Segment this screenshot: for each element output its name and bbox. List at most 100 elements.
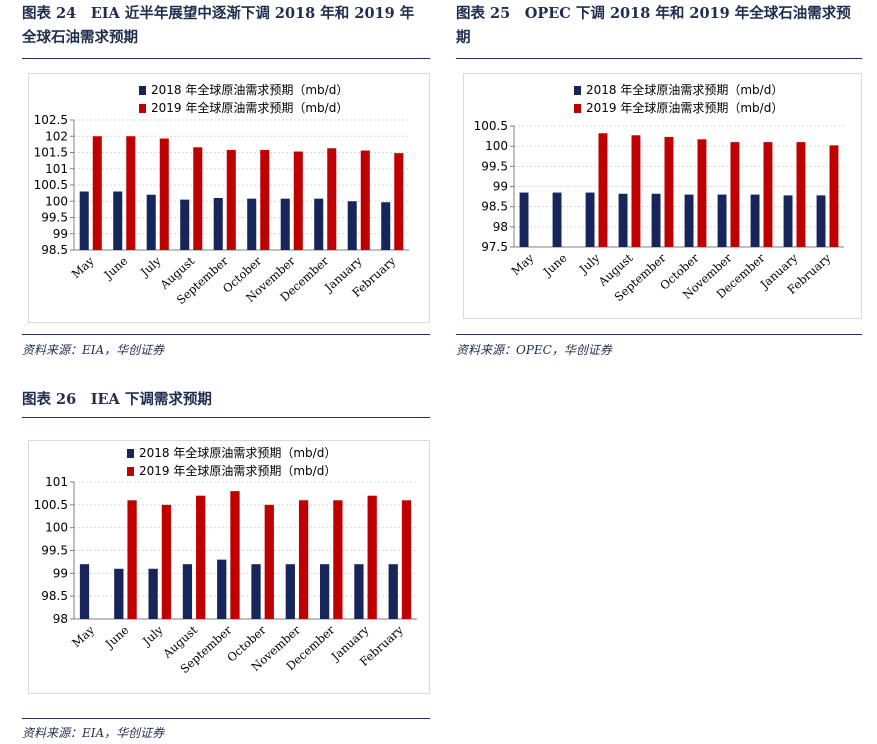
bar-2018-august xyxy=(618,193,628,247)
bar-2018-january xyxy=(354,564,364,619)
figure-26-source: 资料来源：EIA，华创证券 xyxy=(22,726,165,740)
legend-label-0: 2018 年全球原油需求预期（mb/d） xyxy=(139,445,336,460)
bar-2019-august xyxy=(631,135,641,247)
bar-2018-september xyxy=(213,198,223,250)
bar-2019-july xyxy=(161,504,172,619)
bar-2018-october xyxy=(684,194,694,247)
bar-2019-february xyxy=(401,500,412,619)
bar-2018-january xyxy=(783,195,793,247)
bar-2018-october xyxy=(251,564,261,619)
legend-swatch-1 xyxy=(574,104,581,113)
y-tick-label: 99 xyxy=(493,180,508,194)
bar-2018-july xyxy=(146,194,156,250)
figure-24-title: 图表 24 EIA 近半年展望中逐渐下调 2018 年和 2019 年 全球石油… xyxy=(22,2,442,50)
x-tick-label-may: May xyxy=(69,253,97,281)
y-tick-label: 99 xyxy=(53,566,68,580)
figure-24-top-rule xyxy=(22,58,430,59)
bar-2019-october xyxy=(264,504,274,619)
bar-2019-january xyxy=(367,495,377,619)
chart-opec-box: 2018 年全球原油需求预期（mb/d） 2019 年全球原油需求预期（mb/d）… xyxy=(463,73,862,319)
x-tick-label-july: July xyxy=(139,622,166,648)
y-tick-label: 101 xyxy=(45,475,68,489)
bar-2018-november xyxy=(280,198,290,250)
bar-2018-february xyxy=(816,195,826,247)
y-tick-label: 98.5 xyxy=(41,243,68,257)
bar-2019-october xyxy=(697,139,707,247)
y-tick-label: 102.5 xyxy=(34,113,68,127)
y-tick-label: 100.5 xyxy=(34,178,68,192)
y-tick-label: 100.5 xyxy=(34,498,68,512)
y-tick-label: 100 xyxy=(485,139,508,153)
bar-2018-january xyxy=(347,201,357,250)
y-tick-label: 98.5 xyxy=(481,200,508,214)
bar-2018-october xyxy=(247,198,257,250)
bar-2018-february xyxy=(381,202,391,250)
bar-2019-october xyxy=(260,149,270,250)
bar-2019-november xyxy=(298,500,309,619)
figure-25-bottom-rule xyxy=(456,334,862,335)
y-tick-label: 99.5 xyxy=(481,159,508,173)
bar-2018-september xyxy=(651,193,661,247)
legend-swatch-1 xyxy=(139,104,146,113)
y-tick-label: 97.5 xyxy=(481,240,508,254)
y-tick-label: 102 xyxy=(45,129,68,143)
chart-iea: 2018 年全球原油需求预期（mb/d） 2019 年全球原油需求预期（mb/d）… xyxy=(34,445,417,676)
bar-2019-august xyxy=(193,147,203,250)
x-tick-label-may: May xyxy=(69,622,97,650)
x-tick-label-june: June xyxy=(540,251,570,280)
chart-opec: 2018 年全球原油需求预期（mb/d） 2019 年全球原油需求预期（mb/d）… xyxy=(474,82,844,304)
figure-25-source: 资料来源：OPEC，华创证券 xyxy=(456,343,612,357)
legend-label-1: 2019 年全球原油需求预期（mb/d） xyxy=(586,100,783,115)
bar-2018-may xyxy=(519,192,529,247)
y-tick-label: 99 xyxy=(53,227,68,241)
legend-swatch-0 xyxy=(127,449,134,458)
bar-2018-august xyxy=(182,564,193,619)
chart-eia: 2018 年全球原油需求预期（mb/d） 2019 年全球原油需求预期（mb/d）… xyxy=(34,82,409,307)
y-tick-label: 100.5 xyxy=(474,119,508,133)
y-tick-label: 98 xyxy=(53,612,68,626)
x-tick-label-july: July xyxy=(576,250,603,276)
legend-swatch-0 xyxy=(139,86,146,95)
figure-26-title-line1: 图表 26 IEA 下调需求预期 xyxy=(22,391,212,408)
bar-2019-january xyxy=(360,150,370,250)
bar-2018-december xyxy=(314,198,324,250)
bar-2018-july xyxy=(585,192,595,247)
y-tick-label: 98.5 xyxy=(41,589,68,603)
chart-iea-box: 2018 年全球原油需求预期（mb/d） 2019 年全球原油需求预期（mb/d）… xyxy=(28,440,430,694)
legend-swatch-1 xyxy=(127,467,134,476)
y-tick-label: 101.5 xyxy=(34,146,68,160)
bar-2018-september xyxy=(217,559,227,619)
figure-25-title: 图表 25 OPEC 下调 2018 年和 2019 年全球石油需求预 期 xyxy=(456,2,866,50)
y-tick-label: 100 xyxy=(45,194,68,208)
legend-label-0: 2018 年全球原油需求预期（mb/d） xyxy=(586,82,783,97)
bar-2019-august xyxy=(196,495,206,619)
figure-26-title: 图表 26 IEA 下调需求预期 xyxy=(22,388,442,412)
figure-24-title-line1: 图表 24 EIA 近半年展望中逐渐下调 2018 年和 2019 年 xyxy=(22,5,415,22)
bar-2018-november xyxy=(285,564,295,619)
legend-label-1: 2019 年全球原油需求预期（mb/d） xyxy=(151,100,348,115)
bar-2018-july xyxy=(148,568,158,619)
bar-2019-november xyxy=(730,142,740,247)
bar-2018-june xyxy=(114,568,124,619)
bar-2018-august xyxy=(180,199,190,250)
bar-2018-december xyxy=(319,564,330,619)
bar-2018-december xyxy=(750,194,760,247)
y-tick-label: 98 xyxy=(493,220,508,234)
y-tick-label: 99.5 xyxy=(41,544,68,558)
bar-2019-june xyxy=(126,136,136,250)
figure-26-bottom-rule xyxy=(22,718,430,719)
bar-2019-february xyxy=(394,153,404,250)
figure-26-top-rule xyxy=(22,417,430,418)
bar-2019-december xyxy=(763,142,773,247)
bar-2019-september xyxy=(226,149,236,250)
figure-24-source: 资料来源：EIA，华创证券 xyxy=(22,343,165,357)
bar-2018-june xyxy=(113,191,123,250)
x-tick-label-june: June xyxy=(102,623,132,652)
y-tick-label: 99.5 xyxy=(41,211,68,225)
bar-2019-december xyxy=(327,148,337,250)
bar-2019-september xyxy=(230,491,240,619)
bar-2018-february xyxy=(388,564,398,619)
bar-2018-may xyxy=(79,191,89,250)
bar-2019-september xyxy=(664,136,674,247)
x-tick-label-june: June xyxy=(101,254,131,283)
